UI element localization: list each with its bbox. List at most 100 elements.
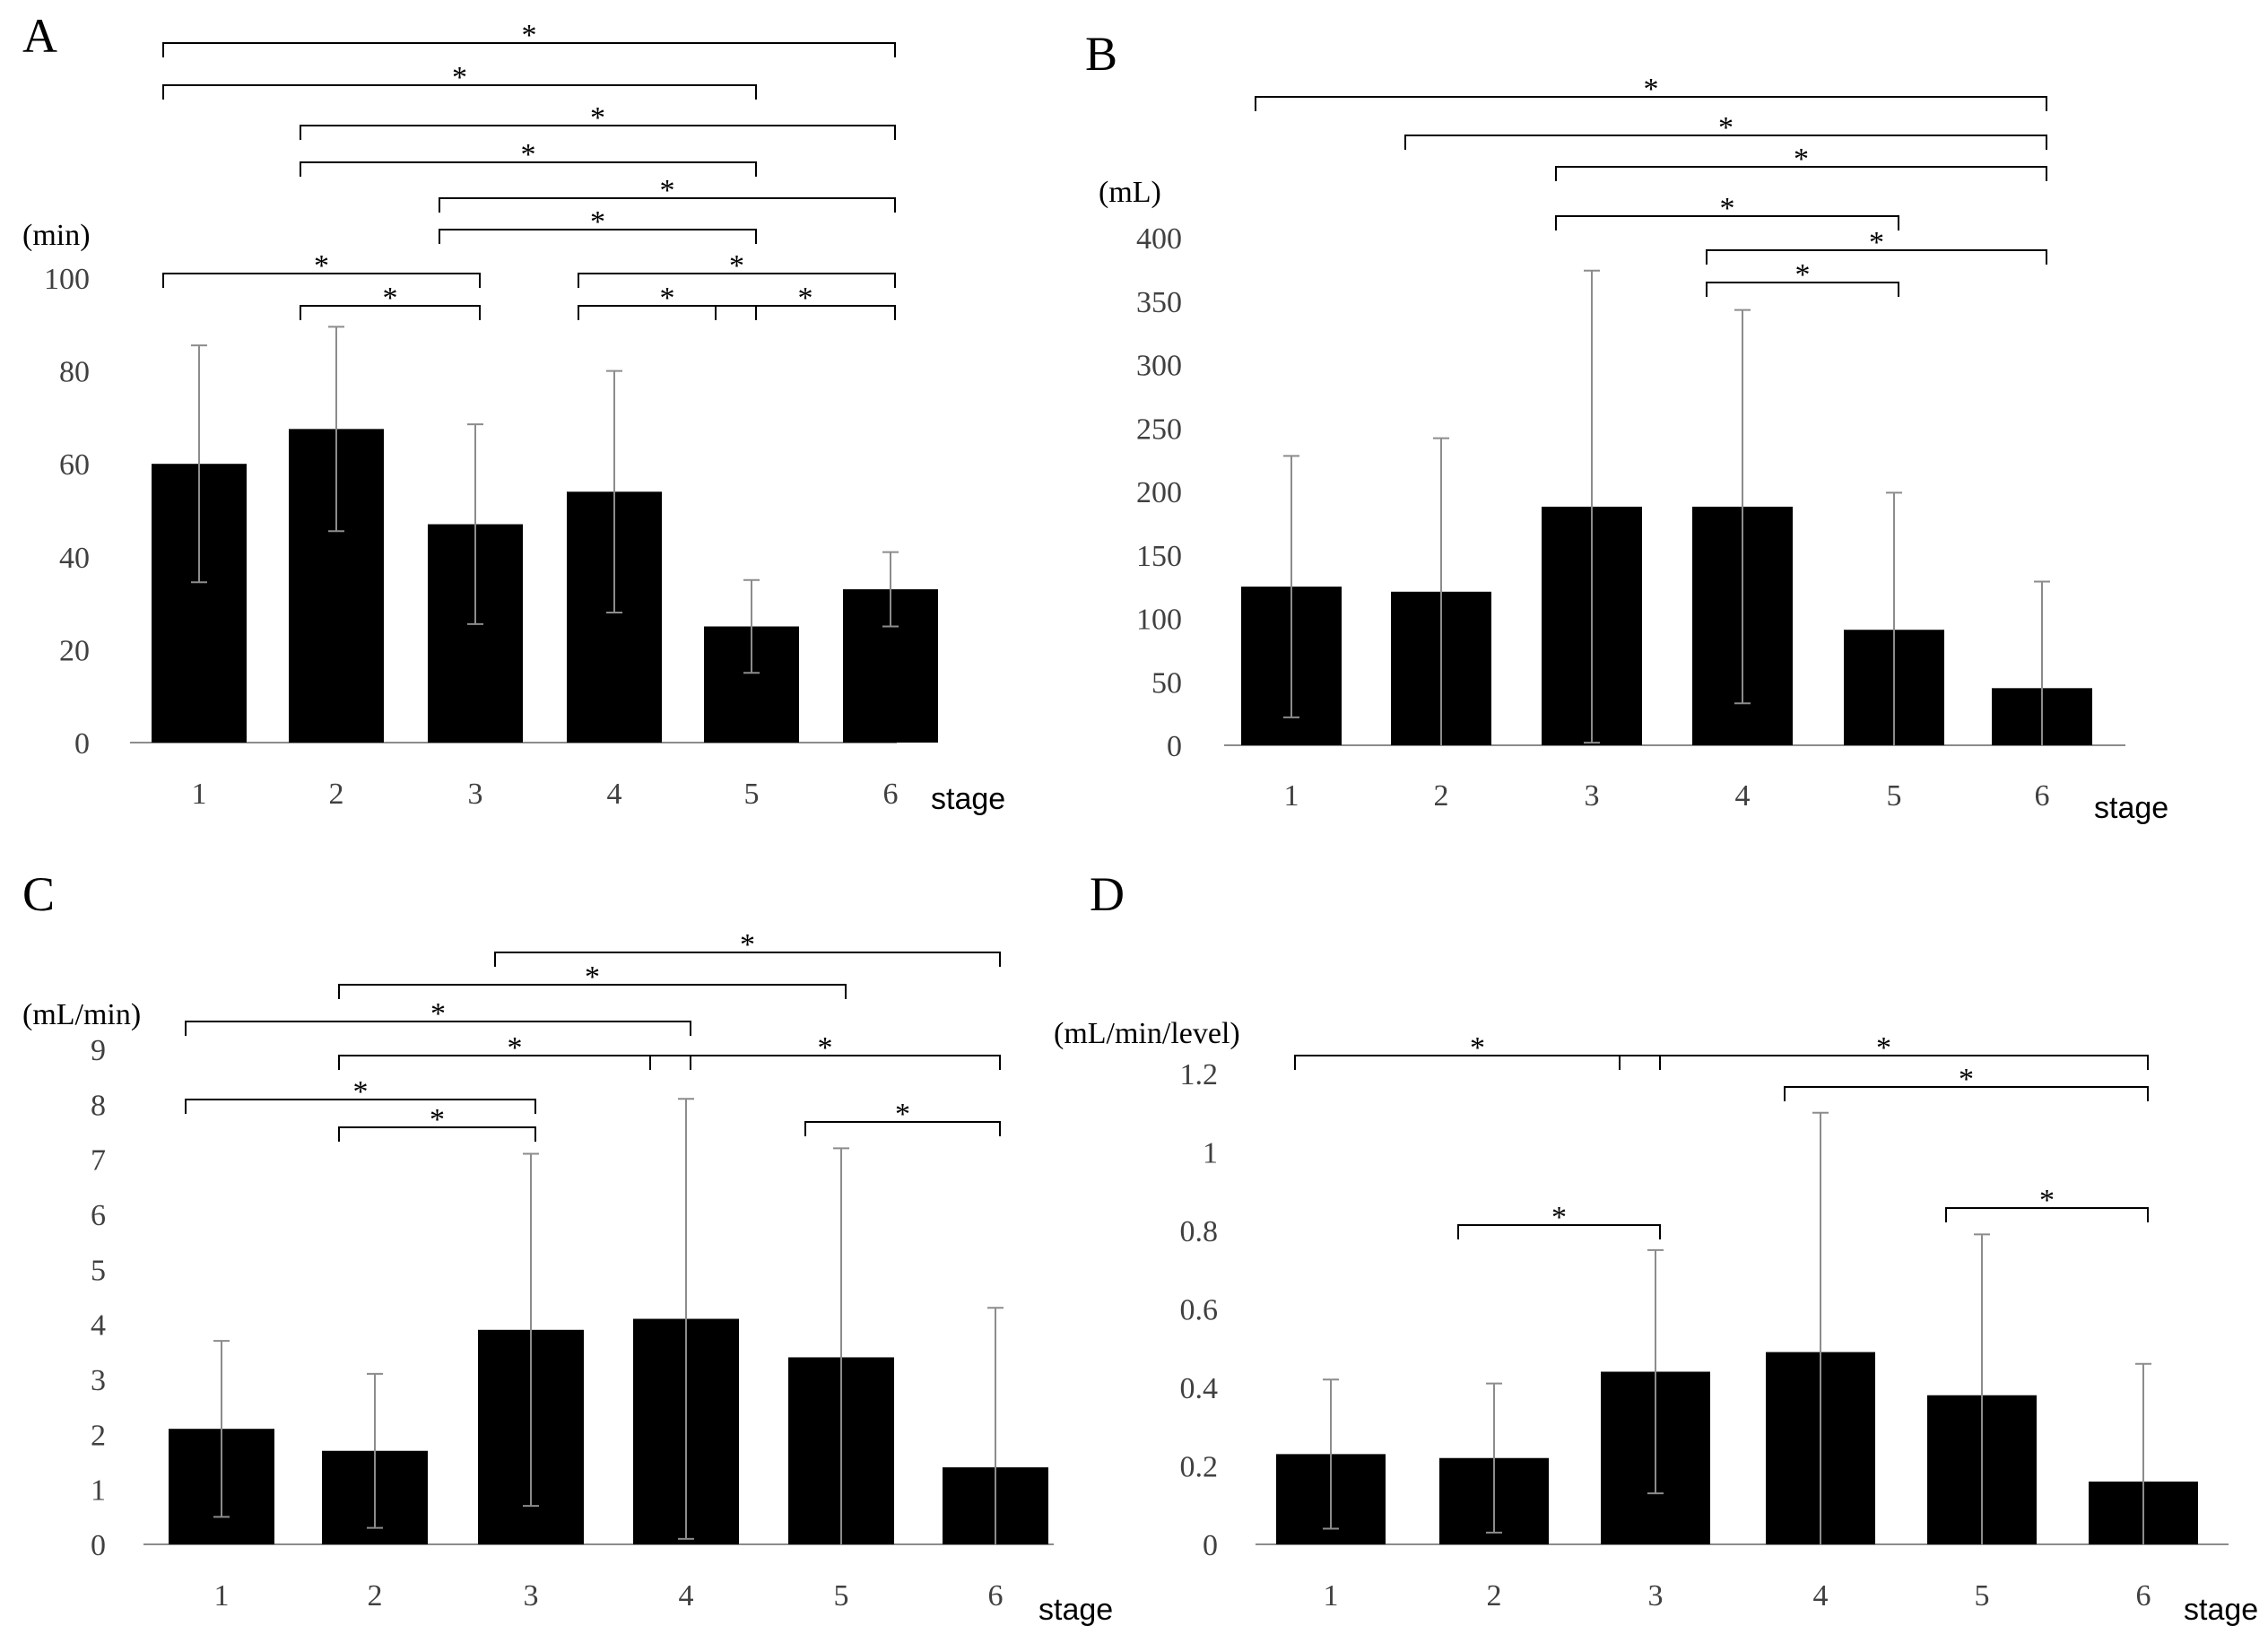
panel-letter: B: [1085, 27, 1117, 81]
x-axis-title: stage: [2094, 791, 2168, 825]
y-tick-label: 0: [91, 1529, 106, 1562]
x-tick-label: 5: [1975, 1579, 1990, 1613]
significance-star: *: [1959, 1063, 1974, 1096]
significance-star: *: [1876, 1031, 1891, 1065]
y-tick-label: 1: [91, 1474, 106, 1508]
significance-star: *: [798, 282, 813, 315]
significance-bracket: [1784, 1086, 2149, 1101]
y-tick-label: 0: [74, 727, 90, 761]
significance-star: *: [590, 205, 605, 239]
significance-star: *: [2039, 1184, 2055, 1217]
y-tick-label: 1: [1203, 1137, 1218, 1170]
significance-bracket: [439, 229, 757, 244]
significance-star: *: [314, 249, 329, 283]
x-tick-label: 4: [1813, 1579, 1829, 1613]
significance-bracket: [162, 84, 757, 100]
y-tick-label: 300: [1136, 350, 1182, 383]
significance-bracket: [439, 197, 896, 213]
x-tick-label: 5: [834, 1579, 849, 1613]
significance-star: *: [508, 1031, 523, 1065]
significance-bracket: [804, 1121, 1001, 1136]
x-tick-label: 5: [744, 778, 760, 811]
significance-star: *: [1869, 226, 1884, 259]
x-tick-label: 3: [524, 1579, 539, 1613]
x-tick-label: 3: [1585, 779, 1600, 813]
y-tick-label: 150: [1136, 540, 1182, 573]
x-tick-label: 6: [2035, 779, 2050, 813]
y-tick-label: 8: [91, 1089, 106, 1122]
y-tick-label: 0: [1203, 1529, 1218, 1562]
significance-star: *: [660, 174, 675, 207]
y-axis-unit-label: (mL): [1099, 176, 1161, 209]
significance-bracket: [715, 305, 896, 320]
y-tick-label: 6: [91, 1199, 106, 1232]
x-tick-label: 2: [329, 778, 344, 811]
x-tick-label: 3: [1648, 1579, 1664, 1613]
significance-star: *: [383, 282, 398, 315]
significance-bracket: [162, 42, 896, 57]
significance-star: *: [729, 249, 744, 283]
y-tick-label: 0.2: [1180, 1451, 1219, 1484]
y-tick-label: 1.2: [1180, 1058, 1219, 1091]
significance-bracket: [185, 1099, 536, 1114]
significance-star: *: [590, 101, 605, 135]
significance-star: *: [430, 1103, 445, 1136]
y-tick-label: 400: [1136, 222, 1182, 256]
y-tick-label: 3: [91, 1364, 106, 1397]
x-tick-label: 1: [214, 1579, 230, 1613]
y-axis-unit-label: (min): [22, 219, 91, 252]
y-tick-label: 7: [91, 1144, 106, 1178]
significance-bracket: [578, 305, 757, 320]
y-tick-label: 0.6: [1180, 1294, 1219, 1327]
panel-B: B (mL) 0 50 100 150 200 250 300 350 400 1 2 3 4 5 6 stage…: [1085, 27, 2168, 825]
x-tick-label: 6: [883, 778, 899, 811]
significance-star: *: [1720, 192, 1735, 225]
significance-star: *: [452, 61, 467, 94]
x-tick-label: 6: [2136, 1579, 2151, 1613]
x-tick-label: 4: [679, 1579, 694, 1613]
significance-star: *: [660, 282, 675, 315]
y-tick-label: 4: [91, 1309, 106, 1343]
significance-bracket: [300, 305, 481, 320]
panel-D: D (mL/min/level) 0 0.2 0.4 0.6 0.8 1 1.2 1 2 3 4 5 6 st…: [1054, 867, 2258, 1627]
x-tick-label: 1: [1284, 779, 1299, 813]
x-tick-label: 4: [607, 778, 622, 811]
y-tick-label: 9: [91, 1034, 106, 1067]
y-tick-label: 0.4: [1180, 1372, 1219, 1405]
y-axis-unit-label: (mL/min): [22, 998, 141, 1031]
significance-bracket: [162, 273, 481, 288]
significance-star: *: [585, 961, 600, 994]
y-tick-label: 20: [59, 634, 90, 667]
significance-bracket: [1555, 215, 1899, 230]
x-axis-title: stage: [2184, 1593, 2258, 1627]
y-tick-label: 60: [59, 448, 90, 482]
significance-bracket: [1457, 1224, 1661, 1239]
y-tick-label: 80: [59, 356, 90, 389]
significance-bracket: [1706, 282, 1899, 297]
y-tick-label: 100: [1136, 604, 1182, 637]
significance-bracket: [1404, 135, 2047, 150]
significance-bracket: [1255, 96, 2047, 111]
significance-bracket: [1294, 1055, 1661, 1070]
x-axis-title: stage: [1038, 1593, 1113, 1627]
y-tick-label: 350: [1136, 286, 1182, 319]
x-tick-label: 3: [468, 778, 483, 811]
significance-star: *: [353, 1075, 369, 1108]
x-tick-label: 6: [988, 1579, 1004, 1613]
significance-star: *: [522, 19, 537, 52]
y-tick-label: 50: [1151, 666, 1182, 700]
y-tick-label: 2: [91, 1419, 106, 1452]
x-tick-label: 5: [1887, 779, 1902, 813]
significance-bracket: [338, 1055, 691, 1070]
significance-bracket: [1945, 1207, 2149, 1222]
significance-star: *: [740, 928, 755, 961]
x-axis-title: stage: [931, 782, 1005, 816]
x-tick-label: 1: [192, 778, 207, 811]
significance-bracket: [494, 952, 1001, 967]
x-tick-label: 4: [1735, 779, 1751, 813]
panel-C: C (mL/min) 0 1 2 3 4 5 6 7 8 9 1 2 3 4 5 6 stage * * * * * * * *: [22, 867, 1113, 1627]
x-tick-label: 2: [1434, 779, 1449, 813]
significance-bracket: [578, 273, 896, 288]
y-tick-label: 40: [59, 542, 90, 575]
